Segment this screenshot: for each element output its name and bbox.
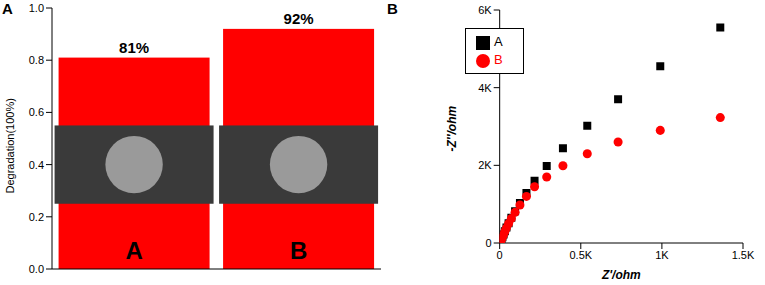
svg-text:0: 0 <box>497 249 503 261</box>
svg-text:0: 0 <box>486 237 492 249</box>
svg-text:0.6: 0.6 <box>29 106 44 118</box>
html-text:B: B <box>494 52 503 67</box>
svg-text:1.0: 1.0 <box>29 2 44 14</box>
svg-text:1K: 1K <box>655 249 669 261</box>
svg-text:81%: 81% <box>119 39 149 56</box>
svg-text:B: B <box>290 237 307 264</box>
svg-text:Degradation(100%): Degradation(100%) <box>4 98 16 193</box>
svg-text:0.0: 0.0 <box>29 263 44 275</box>
svg-text:6K: 6K <box>478 4 492 16</box>
svg-text:-Z''/ohm: -Z''/ohm <box>445 105 459 151</box>
html-text:A: A <box>494 34 503 49</box>
svg-text:0.8: 0.8 <box>29 54 44 66</box>
svg-text:2K: 2K <box>478 159 492 171</box>
html-text:B: B <box>387 0 398 17</box>
svg-text:A: A <box>125 237 142 264</box>
html-text:A: A <box>2 0 13 17</box>
svg-text:92%: 92% <box>284 10 314 27</box>
svg-text:0.5K: 0.5K <box>569 249 592 261</box>
svg-text:Z'/ohm: Z'/ohm <box>601 268 641 282</box>
svg-text:4K: 4K <box>478 82 492 94</box>
svg-text:0.4: 0.4 <box>29 159 44 171</box>
svg-text:0.2: 0.2 <box>29 211 44 223</box>
svg-text:1.5K: 1.5K <box>732 249 755 261</box>
